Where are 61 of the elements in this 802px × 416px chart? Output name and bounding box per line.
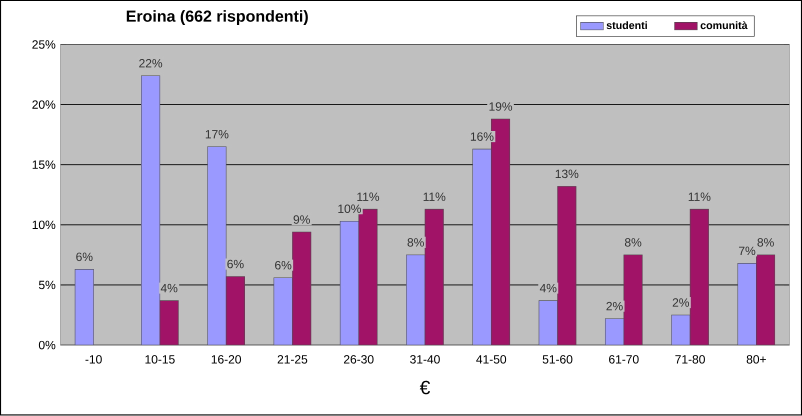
bar [160, 300, 179, 346]
bar [538, 300, 558, 346]
data-label: 8% [408, 238, 424, 247]
data-label: 6% [275, 261, 292, 270]
data-label: 19% [489, 102, 512, 112]
data-label: 11% [424, 192, 446, 202]
data-label: 8% [624, 238, 642, 247]
x-tick-label: 61-70 [609, 355, 639, 364]
bar [472, 149, 492, 346]
bar [292, 232, 312, 346]
bar [624, 254, 643, 346]
bar [141, 76, 160, 346]
x-tick-label: 80+ [746, 355, 766, 364]
bar [226, 276, 245, 346]
x-tick-label: 31-40 [410, 355, 440, 364]
x-axis-title: € [420, 380, 430, 395]
data-label: 11% [688, 192, 710, 202]
data-label: 4% [540, 284, 556, 293]
data-label: 8% [757, 238, 774, 247]
bar [604, 318, 624, 346]
data-label: 6% [227, 260, 244, 269]
x-tick-label: 16-20 [212, 355, 242, 364]
data-label: 7% [739, 246, 756, 256]
bar [340, 221, 359, 346]
x-tick-label: 41-50 [476, 355, 506, 364]
bar [756, 254, 776, 346]
y-tick-label: 0% [38, 341, 56, 350]
bar [690, 209, 709, 346]
data-label: 16% [470, 132, 494, 142]
y-tick-label: 5% [38, 280, 56, 290]
data-label: 22% [139, 59, 162, 68]
y-tick-label: 10% [32, 220, 56, 230]
x-tick-label: 10-15 [145, 355, 175, 364]
data-label: 6% [76, 252, 93, 262]
bar [557, 186, 576, 346]
x-tick-label: 51-60 [542, 355, 572, 364]
data-label: 2% [606, 302, 623, 311]
bar [74, 269, 94, 346]
data-label: 13% [556, 170, 578, 178]
y-tick-label: 25% [32, 40, 56, 49]
y-tick-label: 20% [32, 100, 56, 110]
legend-label: comunità [700, 21, 748, 30]
bar [207, 146, 226, 346]
legend-label: studenti [606, 21, 647, 30]
data-label: 11% [357, 192, 380, 202]
x-tick-label: 71-80 [675, 355, 705, 364]
bar [274, 278, 293, 346]
data-label: 17% [206, 130, 228, 139]
data-label: 9% [294, 216, 310, 224]
data-label: 10% [338, 204, 361, 214]
data-label: 2% [672, 298, 690, 307]
bar [406, 254, 426, 346]
bar [738, 263, 757, 346]
bar [424, 209, 444, 346]
x-tick-label: 26-30 [344, 355, 374, 364]
data-label: 4% [160, 284, 178, 293]
bar [671, 314, 690, 346]
x-tick-label: 21-25 [278, 355, 308, 364]
x-tick-label: -10 [85, 355, 102, 364]
y-tick-label: 15% [32, 160, 56, 170]
chart-title: Eroina (662 rispondenti) [126, 10, 308, 26]
